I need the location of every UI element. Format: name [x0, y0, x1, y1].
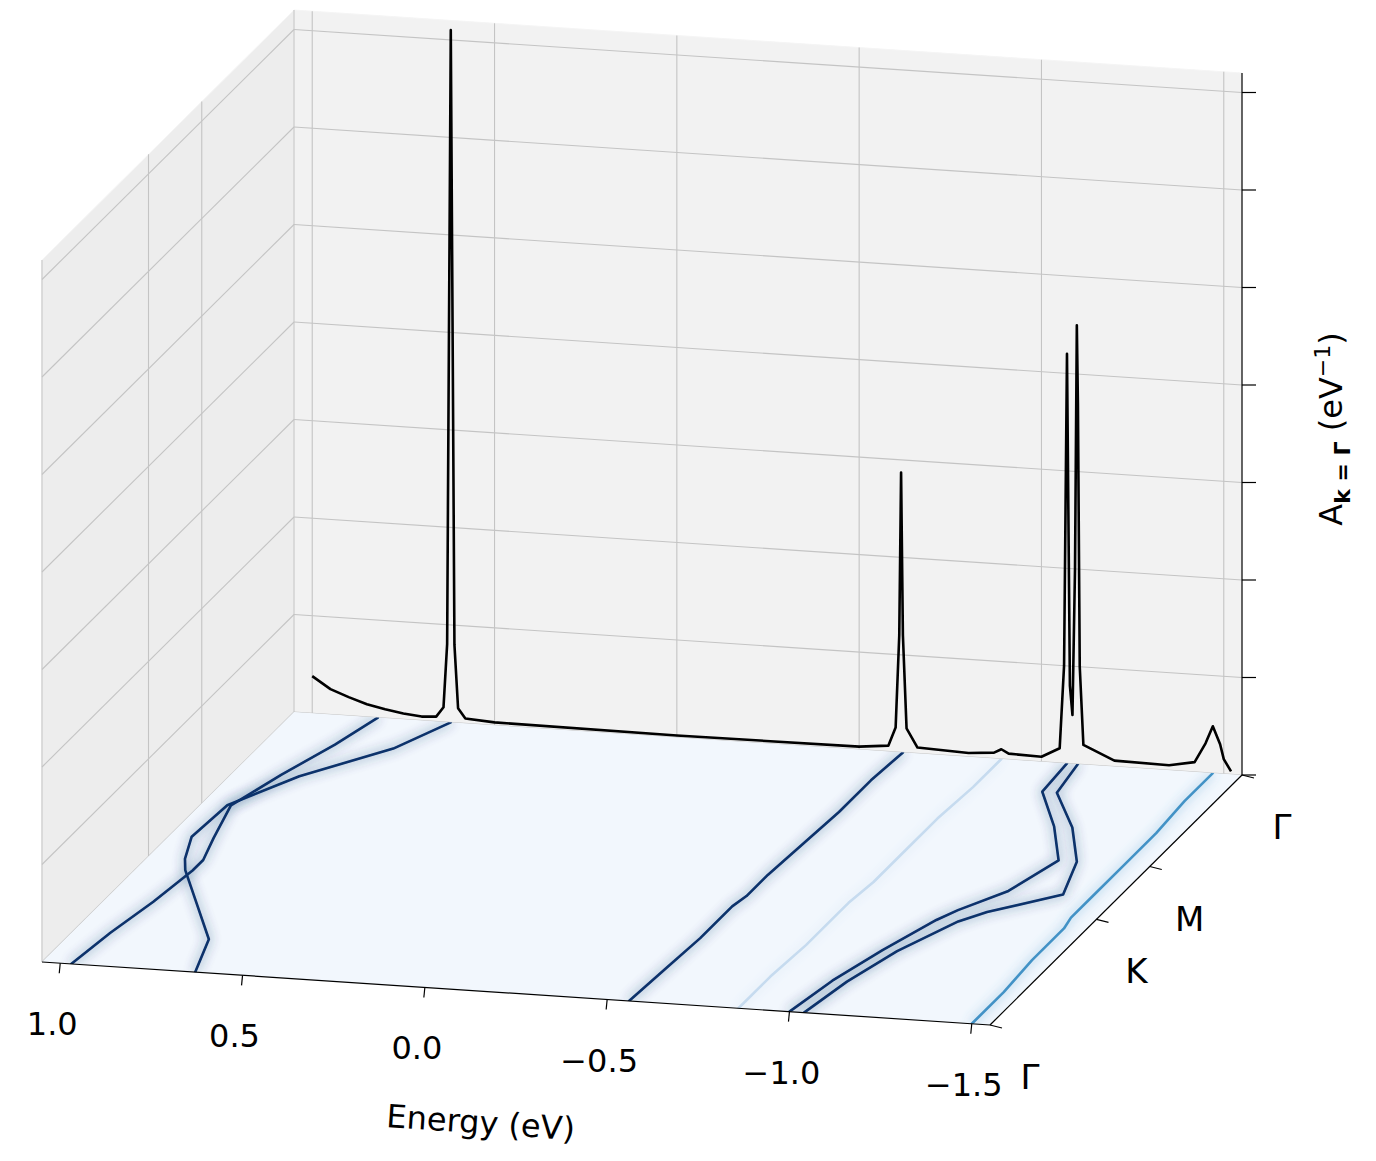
band [738, 759, 1001, 1008]
k-tick-label: K [1125, 951, 1149, 991]
z-title-part: k = Γ [1330, 441, 1355, 503]
band [185, 722, 451, 972]
bands [71, 718, 1213, 1024]
band [804, 764, 1078, 1013]
k-tick-label: Γ [1021, 1057, 1040, 1097]
band [972, 773, 1213, 1024]
z-title-part: ) [1312, 332, 1350, 344]
grid-line [42, 517, 294, 767]
grid-line [294, 517, 1242, 580]
spectral-line [312, 30, 1231, 771]
k-tick [1150, 867, 1162, 870]
x-tick-label: 0.0 [391, 1029, 442, 1067]
grid-line [201, 102, 202, 804]
grid-line [1041, 60, 1042, 762]
curve-group [312, 30, 1231, 771]
x-tick-label: −1.5 [925, 1066, 1003, 1104]
grid-line [293, 10, 294, 712]
grid-line [494, 23, 495, 725]
z-tick [1242, 189, 1256, 190]
x-tick [788, 1012, 789, 1022]
k-tick-label: Γ [1273, 807, 1292, 847]
x-tick [971, 1024, 972, 1034]
x-tick-label: −1.0 [743, 1054, 821, 1092]
z-axis-title: Ak = Γ (eV−1) [1310, 332, 1355, 525]
band [789, 763, 1067, 1011]
grid-line [42, 225, 294, 475]
z-axis-line [1241, 73, 1242, 775]
grid-line [676, 35, 677, 737]
grid-line [294, 127, 1242, 190]
k-tick [990, 1025, 1002, 1028]
band [71, 718, 378, 964]
z-tick [1242, 287, 1256, 288]
x-tick [59, 963, 60, 973]
z-tick [1242, 579, 1256, 580]
z-title-part: (eV [1312, 377, 1350, 441]
x-tick [242, 975, 243, 985]
k-tick [1097, 919, 1109, 922]
x-tick-label: −0.5 [560, 1042, 638, 1080]
grid-line [294, 225, 1242, 288]
grid-line [42, 30, 294, 280]
floor [42, 712, 1242, 1025]
z-tick [1242, 677, 1256, 678]
grid-line [41, 260, 42, 962]
grid-line [294, 30, 1242, 93]
z-tick [1242, 482, 1256, 483]
grid-line [294, 322, 1242, 385]
x-tick-label: 0.5 [209, 1017, 260, 1055]
grid-line [859, 48, 860, 750]
x-tick [424, 987, 425, 997]
grid-line [312, 11, 313, 713]
x-axis-title: Energy (eV) [385, 1097, 576, 1148]
grid-line [42, 127, 294, 377]
z-tick [1242, 774, 1256, 775]
grid-line [294, 615, 1242, 678]
z-title-part: A [1312, 504, 1350, 526]
grid-line [42, 322, 294, 572]
z-tick [1242, 92, 1256, 93]
z-tick [1242, 384, 1256, 385]
chart: 1.0 0.5 0.0 −0.5 −1.0 −1.5 Γ KM Γ Energy (eV) Ak =… [0, 0, 1376, 1161]
grid-line [42, 420, 294, 670]
x-tick-label: 1.0 [27, 1005, 78, 1043]
grid-line [1223, 72, 1224, 774]
back-pane [294, 10, 1242, 775]
grid-line [294, 420, 1242, 483]
k-axis-line [990, 775, 1242, 1025]
x-axis-line [42, 962, 990, 1025]
k-tick-label: M [1175, 899, 1204, 939]
x-tick [606, 1000, 607, 1010]
grid-line [148, 154, 149, 856]
z-title-part: −1 [1310, 345, 1335, 377]
